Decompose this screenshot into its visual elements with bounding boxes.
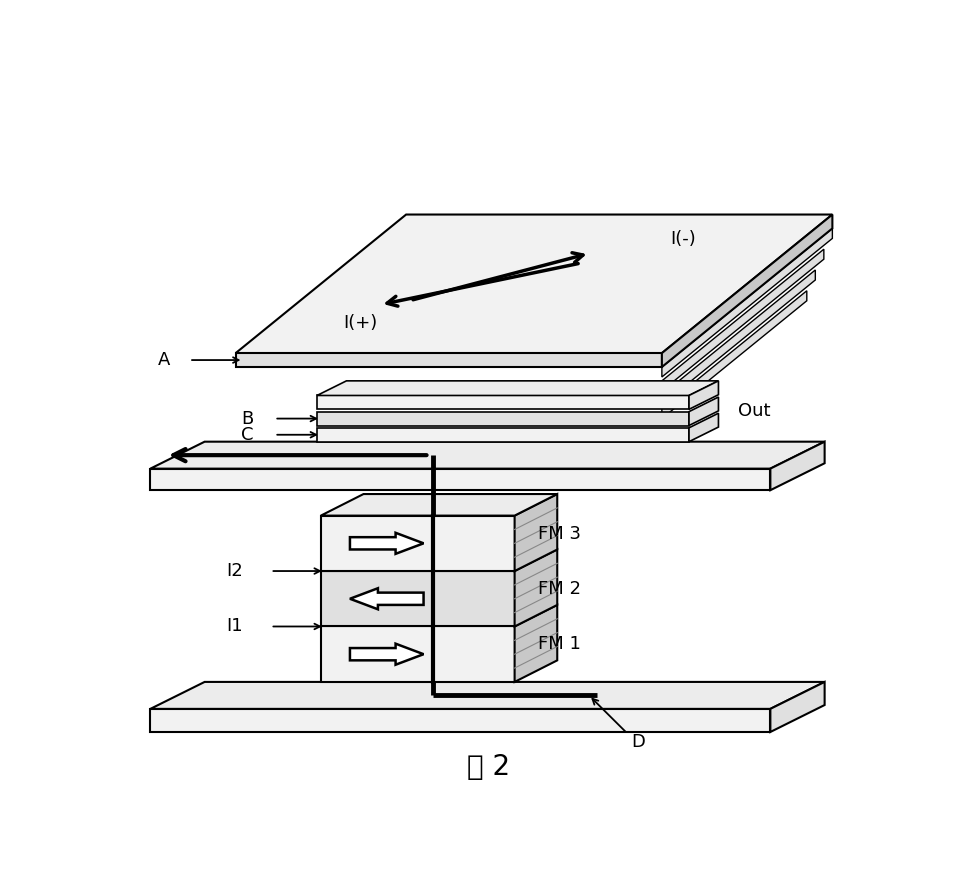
Text: I1: I1 [226,617,244,636]
Text: 图 2: 图 2 [468,752,511,781]
Text: B: B [242,410,253,427]
Polygon shape [662,229,833,377]
Text: C: C [241,426,253,444]
Polygon shape [321,571,515,626]
Polygon shape [771,682,824,732]
Text: FM 3: FM 3 [538,525,581,543]
Polygon shape [150,442,824,469]
Polygon shape [236,353,662,367]
Text: FM 2: FM 2 [538,580,581,598]
Polygon shape [515,549,558,626]
Polygon shape [350,588,424,609]
Text: I(-): I(-) [670,230,696,248]
Polygon shape [321,516,515,571]
Text: I2: I2 [226,562,244,580]
Polygon shape [662,270,816,404]
Polygon shape [515,494,558,571]
Text: Out: Out [738,402,771,420]
Polygon shape [350,532,424,554]
Polygon shape [689,413,718,442]
Polygon shape [236,215,833,353]
Polygon shape [321,494,558,516]
Polygon shape [771,442,824,490]
Polygon shape [689,397,718,426]
Polygon shape [150,469,771,490]
Polygon shape [150,709,771,732]
Polygon shape [150,682,824,709]
Polygon shape [317,428,689,442]
Text: D: D [631,733,646,751]
Text: FM 1: FM 1 [538,636,581,653]
Polygon shape [689,381,718,410]
Polygon shape [317,381,718,396]
Polygon shape [662,215,833,367]
Text: A: A [158,351,170,369]
Text: I(+): I(+) [343,313,377,332]
Polygon shape [662,249,824,391]
Polygon shape [317,396,689,410]
Polygon shape [515,605,558,682]
Polygon shape [350,644,424,665]
Polygon shape [317,411,689,426]
Polygon shape [662,291,807,419]
Polygon shape [321,626,515,682]
